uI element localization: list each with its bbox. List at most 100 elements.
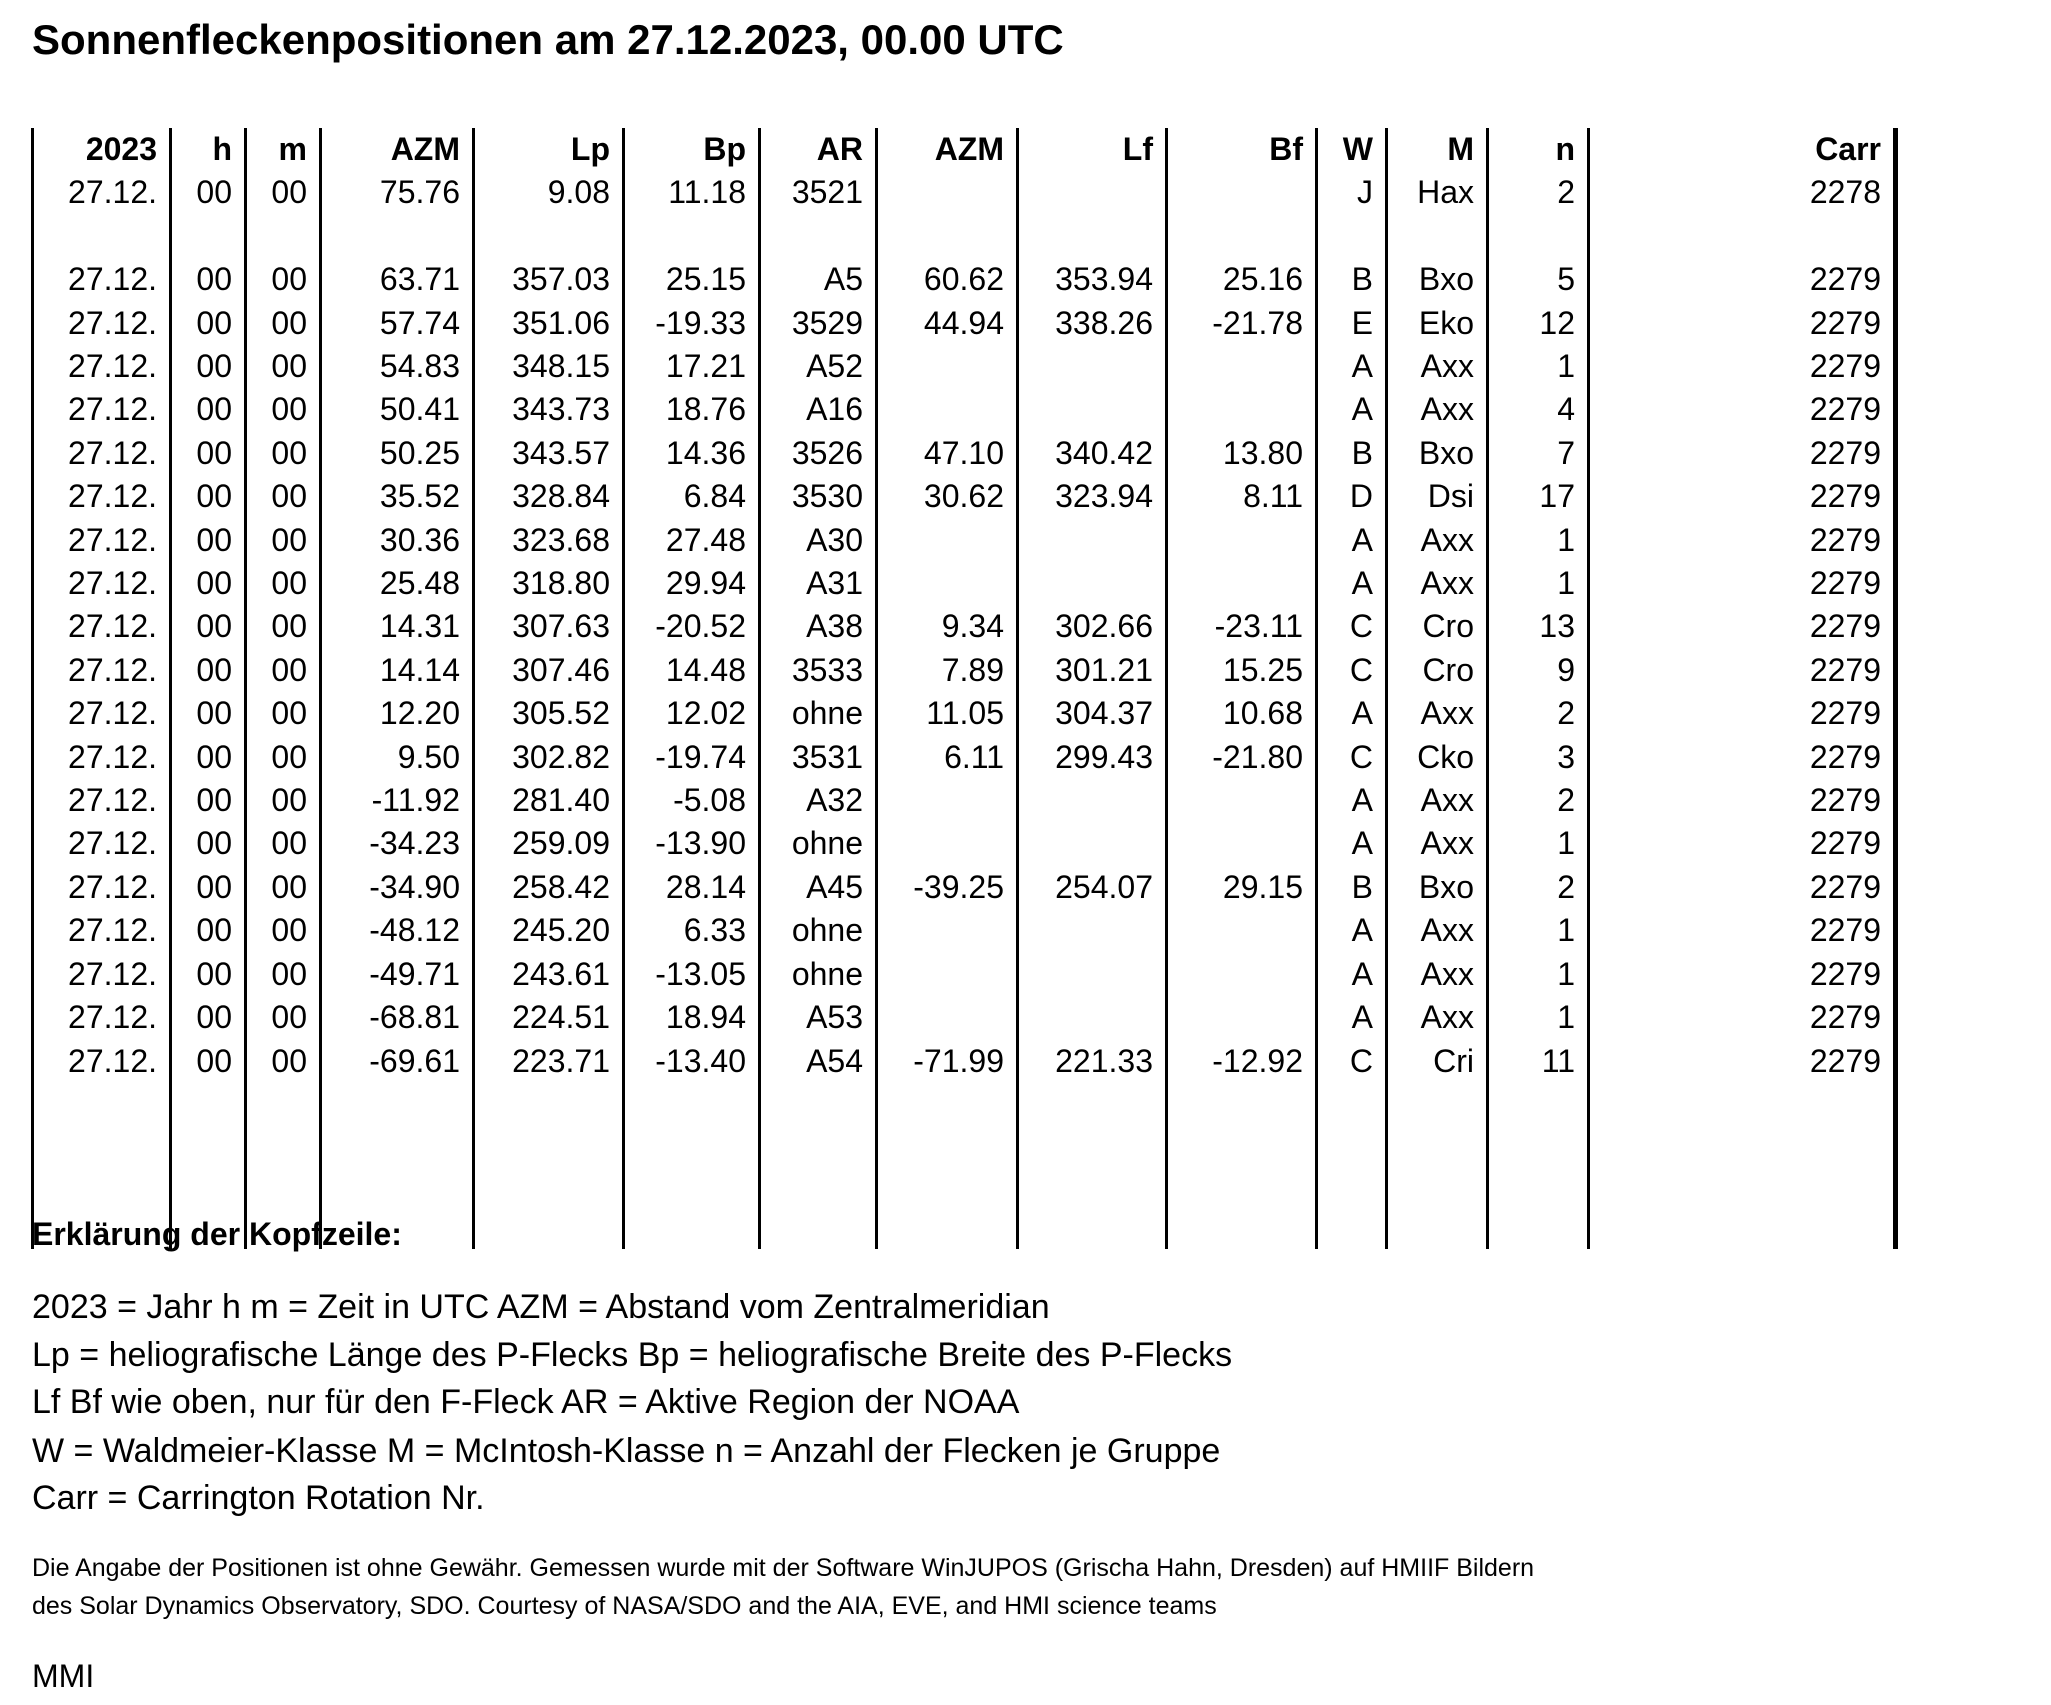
table-cell: 14.36 xyxy=(622,431,760,476)
table-cell: 15.25 xyxy=(1165,648,1317,693)
table-cell: 7 xyxy=(1486,431,1589,476)
table-cell: C xyxy=(1315,605,1387,649)
table-cell: 18.76 xyxy=(622,388,760,432)
table-cell xyxy=(875,822,1018,866)
table-cell: 2279 xyxy=(1587,779,1898,823)
table-cell: -13.90 xyxy=(622,822,760,866)
table-row: 27.12. 00 00 50.25 343.57 14.36 3526 47.10 340.4… xyxy=(31,431,1898,476)
table-cell: 6.84 xyxy=(622,475,760,519)
table-cell: Axx xyxy=(1385,952,1488,997)
table-cell: E xyxy=(1315,301,1387,346)
table-cell: 28.14 xyxy=(622,865,760,910)
table-cell: 27.12. xyxy=(31,909,171,953)
table-cell xyxy=(472,1082,624,1249)
table-cell: 1 xyxy=(1486,518,1589,563)
table-cell: Axx xyxy=(1385,345,1488,389)
table-cell: 302.66 xyxy=(1016,605,1167,649)
table-cell: Bxo xyxy=(1385,865,1488,910)
table-cell: Cri xyxy=(1385,1039,1488,1083)
table-cell: -49.71 xyxy=(319,952,474,997)
table-cell: 304.37 xyxy=(1016,692,1167,736)
table-cell: 1 xyxy=(1486,909,1589,953)
table-cell: 35.52 xyxy=(319,475,474,519)
table-row: 27.12. 00 00 12.20 305.52 12.02 ohne 11.05 304.3… xyxy=(31,692,1898,736)
table-cell: 00 xyxy=(169,909,246,953)
table-cell: 00 xyxy=(244,952,321,997)
table-cell: 13 xyxy=(1486,605,1589,649)
table-cell: B xyxy=(1315,258,1387,302)
table-cell: 328.84 xyxy=(472,475,624,519)
table-cell: 00 xyxy=(244,996,321,1040)
table-cell xyxy=(1385,1082,1488,1249)
spacer-row xyxy=(31,214,1898,259)
table-cell: A xyxy=(1315,952,1387,997)
table-cell: 6.11 xyxy=(875,735,1018,780)
table-cell: 00 xyxy=(169,301,246,346)
table-cell: 00 xyxy=(244,865,321,910)
table-cell: Axx xyxy=(1385,692,1488,736)
table-cell: 18.94 xyxy=(622,996,760,1040)
table-cell xyxy=(758,1082,877,1249)
table-cell: 47.10 xyxy=(875,431,1018,476)
table-cell: 5 xyxy=(1486,258,1589,302)
table-cell: 3529 xyxy=(758,301,877,346)
table-cell: B xyxy=(1315,431,1387,476)
table-cell: 221.33 xyxy=(1016,1039,1167,1083)
table-cell xyxy=(31,214,171,259)
table-cell: 63.71 xyxy=(319,258,474,302)
table-cell: 299.43 xyxy=(1016,735,1167,780)
table-cell: 00 xyxy=(244,345,321,389)
table-cell: A xyxy=(1315,692,1387,736)
table-cell: 12 xyxy=(1486,301,1589,346)
table-cell: A xyxy=(1315,562,1387,606)
table-cell: 00 xyxy=(169,735,246,780)
table-cell: 00 xyxy=(169,865,246,910)
table-cell xyxy=(1486,1082,1589,1249)
table-cell: A5 xyxy=(758,258,877,302)
table-cell: 00 xyxy=(244,605,321,649)
table-cell: 50.25 xyxy=(319,431,474,476)
table-cell: 2279 xyxy=(1587,822,1898,866)
table-cell: A38 xyxy=(758,605,877,649)
table-cell: 60.62 xyxy=(875,258,1018,302)
table-row: 27.12. 00 00 54.83 348.15 17.21 A52 A Axx 1 2279 xyxy=(31,345,1898,389)
table-cell: 25.15 xyxy=(622,258,760,302)
table-cell xyxy=(169,1082,246,1249)
table-cell xyxy=(1016,1082,1167,1249)
table-cell xyxy=(622,214,760,259)
table-cell xyxy=(1165,562,1317,606)
table-cell: 27.12. xyxy=(31,779,171,823)
table-cell: -39.25 xyxy=(875,865,1018,910)
table-cell xyxy=(875,562,1018,606)
table-cell: Cro xyxy=(1385,648,1488,693)
table-cell: 27.12. xyxy=(31,1039,171,1083)
table-cell: 3 xyxy=(1486,735,1589,780)
table-cell: 302.82 xyxy=(472,735,624,780)
table-cell: Bxo xyxy=(1385,258,1488,302)
table-row: 27.12. 00 00 14.31 307.63 -20.52 A38 9.34 302.66… xyxy=(31,605,1898,649)
explanation-line: Lp = heliografische Länge des P-Flecks B… xyxy=(32,1336,1233,1374)
table-cell: Eko xyxy=(1385,301,1488,346)
table-cell: 00 xyxy=(169,431,246,476)
table-cell xyxy=(875,952,1018,997)
table-cell xyxy=(1385,214,1488,259)
table-cell xyxy=(1587,1082,1898,1249)
table-cell: -11.92 xyxy=(319,779,474,823)
column-header: Bf xyxy=(1165,128,1317,172)
table-cell: A54 xyxy=(758,1039,877,1083)
table-cell xyxy=(169,214,246,259)
table-cell: 30.36 xyxy=(319,518,474,563)
table-cell: 27.12. xyxy=(31,301,171,346)
table-cell: C xyxy=(1315,648,1387,693)
column-header: Bp xyxy=(622,128,760,172)
table-cell: A xyxy=(1315,996,1387,1040)
table-cell xyxy=(875,345,1018,389)
table-cell: 75.76 xyxy=(319,171,474,215)
table-cell: 3530 xyxy=(758,475,877,519)
table-cell: 10.68 xyxy=(1165,692,1317,736)
table-cell: 29.94 xyxy=(622,562,760,606)
table-cell: 6.33 xyxy=(622,909,760,953)
table-cell: 27.12. xyxy=(31,996,171,1040)
table-cell: 00 xyxy=(169,1039,246,1083)
